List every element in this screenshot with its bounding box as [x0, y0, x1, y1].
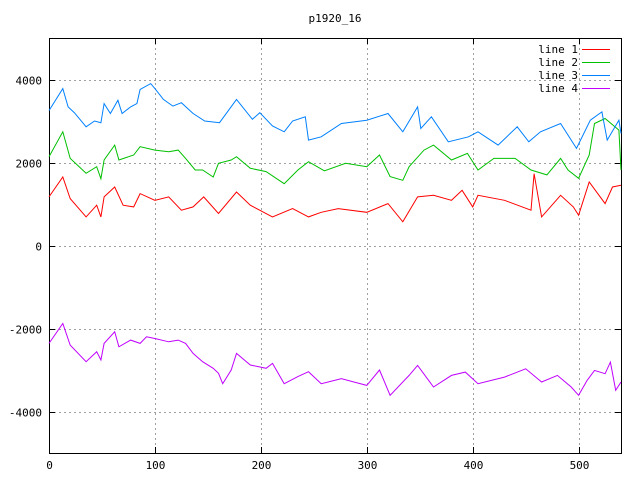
legend-label-3: line 3	[538, 69, 578, 82]
axes: 0 100 200 300 400 500 -4000 -2000 0 2000 4000	[9, 38, 622, 472]
x-tick-label: 0	[46, 459, 53, 472]
plot-border	[49, 38, 622, 454]
y-tick-label: -4000	[9, 407, 42, 420]
series-line-1	[48, 173, 622, 223]
y-tick-label: 0	[35, 241, 42, 254]
x-tick-label: 100	[146, 459, 166, 472]
y-tick-label: -2000	[9, 324, 42, 337]
chart-title: p1920_16	[309, 12, 362, 25]
y-tick-label: 2000	[16, 158, 43, 171]
series-line-4	[48, 322, 622, 397]
series-line-2	[48, 117, 622, 185]
x-tick-label: 500	[570, 459, 590, 472]
legend-label-1: line 1	[538, 43, 578, 56]
x-tick-label: 200	[252, 459, 272, 472]
x-tick-label: 300	[358, 459, 378, 472]
series-line-3	[48, 82, 622, 150]
grid	[49, 38, 621, 453]
legend-label-4: line 4	[538, 82, 578, 95]
y-tick-label: 4000	[16, 75, 43, 88]
x-tick-label: 400	[464, 459, 484, 472]
series-group	[48, 82, 622, 397]
legend-label-2: line 2	[538, 56, 578, 69]
